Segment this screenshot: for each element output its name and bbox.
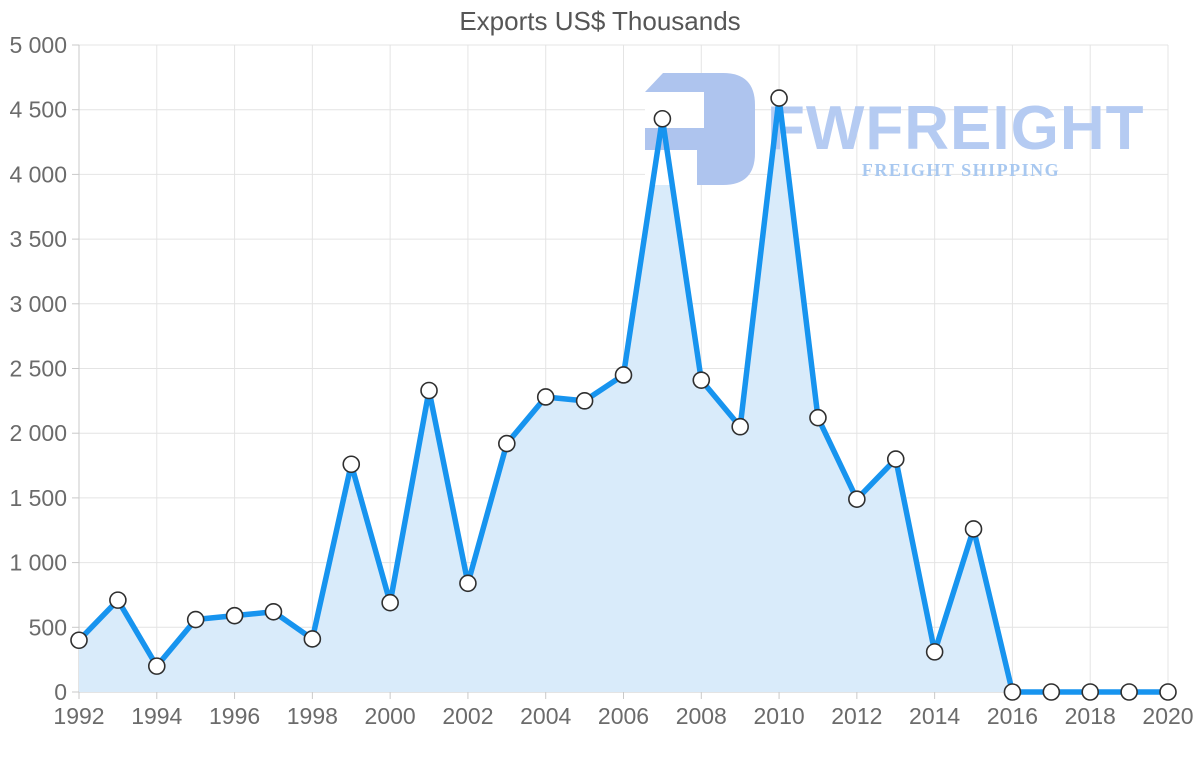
x-axis-label: 1992 <box>53 703 104 729</box>
data-point-1997[interactable] <box>264 602 283 621</box>
data-point-2009[interactable] <box>731 417 749 436</box>
y-axis-label: 2 000 <box>9 420 67 446</box>
y-axis-label: 1 000 <box>9 550 67 576</box>
data-point-2011[interactable] <box>809 408 827 427</box>
x-axis-label: 1998 <box>287 703 338 729</box>
y-axis-label: 3 500 <box>9 226 67 252</box>
data-point-1994[interactable] <box>147 657 166 675</box>
data-point-2014[interactable] <box>925 643 944 661</box>
data-point-2007[interactable] <box>653 109 672 128</box>
data-point-1998[interactable] <box>303 630 322 648</box>
chart-title: Exports US$ Thousands <box>459 6 741 36</box>
x-axis-label: 1994 <box>131 703 182 729</box>
x-axis-label: 2012 <box>831 703 882 729</box>
data-point-1992[interactable] <box>70 631 88 650</box>
axis-labels-layer: 0 500 1 000 1 500 2 000 2 500 3 000 3 500 4 000 4… <box>9 32 1193 729</box>
data-point-2018[interactable] <box>1081 683 1100 701</box>
data-point-2005[interactable] <box>575 392 594 410</box>
data-point-1993[interactable] <box>109 591 127 609</box>
x-axis-label: 2002 <box>442 703 493 729</box>
y-axis-label: 2 500 <box>9 356 67 382</box>
data-point-1995[interactable] <box>186 610 205 629</box>
area-fill-layer <box>79 98 1168 692</box>
data-point-1999[interactable] <box>342 455 361 474</box>
data-point-2017[interactable] <box>1042 683 1061 701</box>
watermark-subtitle-text: FREIGHT SHIPPING <box>862 160 1060 180</box>
data-point-2001[interactable] <box>420 381 438 400</box>
area-fill <box>79 98 1168 692</box>
data-point-1996[interactable] <box>225 606 244 625</box>
y-axis-label: 1 500 <box>9 485 67 511</box>
x-axis-label: 2020 <box>1142 703 1193 729</box>
data-point-2019[interactable] <box>1120 683 1138 701</box>
x-axis-label: 2008 <box>676 703 727 729</box>
x-axis-label: 2010 <box>753 703 804 729</box>
x-axis-label: 2000 <box>365 703 416 729</box>
data-point-2008[interactable] <box>692 371 711 389</box>
x-axis-label: 2016 <box>987 703 1038 729</box>
x-axis-label: 2004 <box>520 703 571 729</box>
data-point-2015[interactable] <box>964 520 983 538</box>
data-point-2002[interactable] <box>459 574 477 593</box>
y-axis-label: 3 000 <box>9 291 67 317</box>
y-axis-label: 5 000 <box>9 32 67 58</box>
watermark: FWFREIGHT FREIGHT SHIPPING <box>645 73 1145 185</box>
data-point-2020[interactable] <box>1159 683 1177 701</box>
data-point-2012[interactable] <box>848 490 866 508</box>
data-point-2013[interactable] <box>886 450 905 468</box>
y-axis-label: 0 <box>54 679 67 705</box>
data-point-2006[interactable] <box>614 366 633 384</box>
data-point-2004[interactable] <box>536 388 555 406</box>
watermark-brand-text: FWFREIGHT <box>767 94 1145 163</box>
data-point-2000[interactable] <box>381 593 399 612</box>
data-points-layer <box>70 89 1177 701</box>
x-axis-label: 2014 <box>909 703 960 729</box>
x-axis-label: 1996 <box>209 703 260 729</box>
y-axis-label: 4 000 <box>9 161 67 187</box>
x-axis-label: 2018 <box>1065 703 1116 729</box>
x-axis-label: 2006 <box>598 703 649 729</box>
y-axis-label: 500 <box>29 614 67 640</box>
data-point-2003[interactable] <box>498 434 516 453</box>
data-point-2016[interactable] <box>1003 683 1022 701</box>
y-axis-label: 4 500 <box>9 97 67 123</box>
data-point-2010[interactable] <box>770 89 788 107</box>
